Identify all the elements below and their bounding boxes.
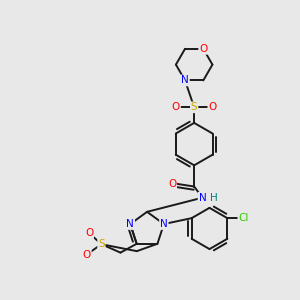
Text: N: N — [199, 193, 206, 203]
Text: O: O — [172, 102, 180, 112]
Text: N: N — [181, 75, 189, 85]
Text: O: O — [85, 228, 93, 238]
Text: H: H — [210, 193, 218, 203]
Text: Cl: Cl — [238, 213, 249, 223]
Text: O: O — [82, 250, 91, 260]
Text: O: O — [168, 178, 176, 189]
Text: S: S — [98, 239, 105, 249]
Text: N: N — [126, 219, 134, 229]
Text: N: N — [160, 219, 168, 229]
Text: O: O — [199, 44, 207, 54]
Text: S: S — [191, 102, 197, 112]
Text: O: O — [208, 102, 217, 112]
